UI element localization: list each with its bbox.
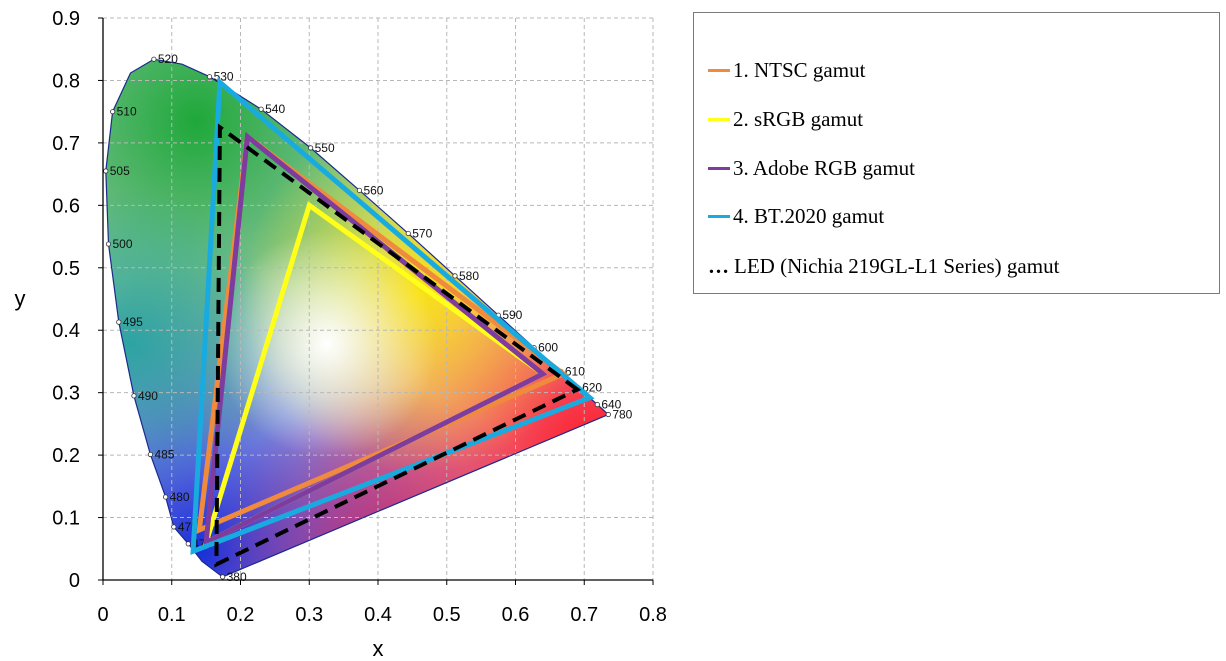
wavelength-marker bbox=[605, 411, 611, 418]
wavelength-label: 500 bbox=[113, 237, 133, 251]
legend-swatch-led: … bbox=[708, 253, 729, 278]
x-tick-label: 0.4 bbox=[364, 604, 392, 626]
wavelength-label: 490 bbox=[138, 389, 158, 403]
wavelength-label: 620 bbox=[582, 381, 602, 395]
legend-item-srgb: 2. sRGB gamut bbox=[708, 104, 863, 134]
wavelength-label: 495 bbox=[123, 315, 143, 329]
x-tick-labels: 0 0.1 0.2 0.3 0.4 0.5 0.6 0.7 0.8 bbox=[97, 604, 666, 626]
wavelength-label: 590 bbox=[502, 308, 522, 322]
wavelength-marker bbox=[308, 145, 314, 151]
wavelength-label: 550 bbox=[315, 141, 335, 155]
legend-label-srgb: 2. sRGB gamut bbox=[733, 106, 864, 131]
x-tick-label: 0.5 bbox=[433, 604, 461, 626]
wavelength-marker bbox=[594, 401, 600, 408]
wavelength-marker bbox=[171, 524, 177, 530]
x-tick-label: 0.8 bbox=[639, 604, 667, 626]
wavelength-label: 540 bbox=[265, 102, 285, 116]
x-tick-label: 0 bbox=[97, 604, 108, 626]
y-tick-label: 0.3 bbox=[52, 383, 80, 405]
y-tick-label: 0.8 bbox=[52, 70, 80, 92]
grid-lines bbox=[103, 17, 654, 580]
x-tick-label: 0.1 bbox=[158, 604, 186, 626]
y-tick-label: 0.6 bbox=[52, 195, 80, 217]
wavelength-label: 560 bbox=[363, 183, 383, 197]
wavelength-label: 530 bbox=[214, 70, 234, 84]
y-axis-label: y bbox=[15, 286, 26, 311]
gamut-series-5 bbox=[214, 123, 582, 568]
legend-label-adobe-rgb: 3. Adobe RGB gamut bbox=[733, 155, 915, 180]
wavelength-label: 640 bbox=[601, 398, 621, 412]
y-tick-label: 0.1 bbox=[52, 508, 80, 530]
x-tick-label: 0.3 bbox=[295, 604, 323, 626]
wavelength-label: 600 bbox=[538, 341, 558, 355]
wavelength-marker bbox=[405, 230, 411, 237]
y-tick-label: 0.5 bbox=[52, 258, 80, 280]
wavelength-label: 485 bbox=[154, 447, 174, 461]
gamut-series-1 bbox=[196, 132, 569, 535]
y-tick-label: 0.9 bbox=[52, 8, 80, 30]
legend-item-adobe-rgb: 3. Adobe RGB gamut bbox=[708, 153, 915, 183]
wavelength-label: 480 bbox=[170, 490, 190, 504]
x-tick-label: 0.2 bbox=[227, 604, 255, 626]
legend-label-led: LED (Nichia 219GL-L1 Series) gamut bbox=[734, 253, 1060, 278]
x-axis-label: x bbox=[373, 636, 384, 661]
wavelength-marker bbox=[220, 574, 226, 580]
wavelength-marker bbox=[116, 319, 122, 325]
y-tick-label: 0 bbox=[69, 570, 80, 592]
wavelength-marker bbox=[185, 541, 191, 547]
wavelength-marker bbox=[356, 187, 363, 193]
x-tick-label: 0.7 bbox=[570, 604, 598, 626]
wavelength-marker bbox=[258, 106, 264, 112]
wavelength-marker bbox=[162, 494, 169, 500]
wavelength-label: 780 bbox=[612, 408, 632, 422]
y-tick-label: 0.2 bbox=[52, 445, 80, 467]
wavelength-marker bbox=[206, 74, 213, 80]
wavelength-marker bbox=[110, 109, 116, 115]
legend-swatch-srgb bbox=[708, 117, 730, 121]
x-tick-label: 0.6 bbox=[502, 604, 530, 626]
wavelength-marker bbox=[131, 393, 137, 399]
legend-swatch-adobe-rgb bbox=[708, 166, 730, 170]
wavelength-label: 580 bbox=[459, 269, 479, 283]
legend-item-ntsc: 1. NTSC gamut bbox=[708, 55, 865, 85]
y-tick-labels: 0 0.1 0.2 0.3 0.4 0.5 0.6 0.7 0.8 0.9 bbox=[52, 8, 80, 592]
wavelength-label: 610 bbox=[565, 364, 585, 378]
legend-label-ntsc: 1. NTSC gamut bbox=[733, 57, 866, 82]
wavelength-label: 510 bbox=[117, 105, 137, 119]
y-tick-label: 0.4 bbox=[52, 320, 80, 342]
wavelength-marker bbox=[151, 56, 157, 62]
legend-label-bt2020: 4. BT.2020 gamut bbox=[733, 203, 885, 228]
legend-item-led: … LED (Nichia 219GL-L1 Series) gamut bbox=[708, 251, 1059, 281]
legend: 1. NTSC gamut 2. sRGB gamut 3. Adobe RGB… bbox=[693, 12, 1220, 294]
wavelength-marker bbox=[452, 273, 458, 279]
wavelength-marker bbox=[103, 168, 109, 174]
wavelength-label: 380 bbox=[227, 570, 247, 584]
wavelength-marker bbox=[105, 241, 112, 247]
legend-swatch-bt2020 bbox=[708, 214, 730, 218]
y-tick-label: 0.7 bbox=[52, 133, 80, 155]
wavelength-label: 505 bbox=[110, 164, 130, 178]
wavelength-marker bbox=[147, 451, 154, 458]
gamut-series-4 bbox=[190, 77, 595, 556]
gamut-series bbox=[190, 77, 595, 568]
wavelength-label: 520 bbox=[158, 52, 178, 66]
legend-item-bt2020: 4. BT.2020 gamut bbox=[708, 201, 884, 231]
axes bbox=[98, 17, 654, 585]
legend-swatch-ntsc bbox=[708, 68, 730, 72]
wavelength-label: 570 bbox=[412, 226, 432, 240]
